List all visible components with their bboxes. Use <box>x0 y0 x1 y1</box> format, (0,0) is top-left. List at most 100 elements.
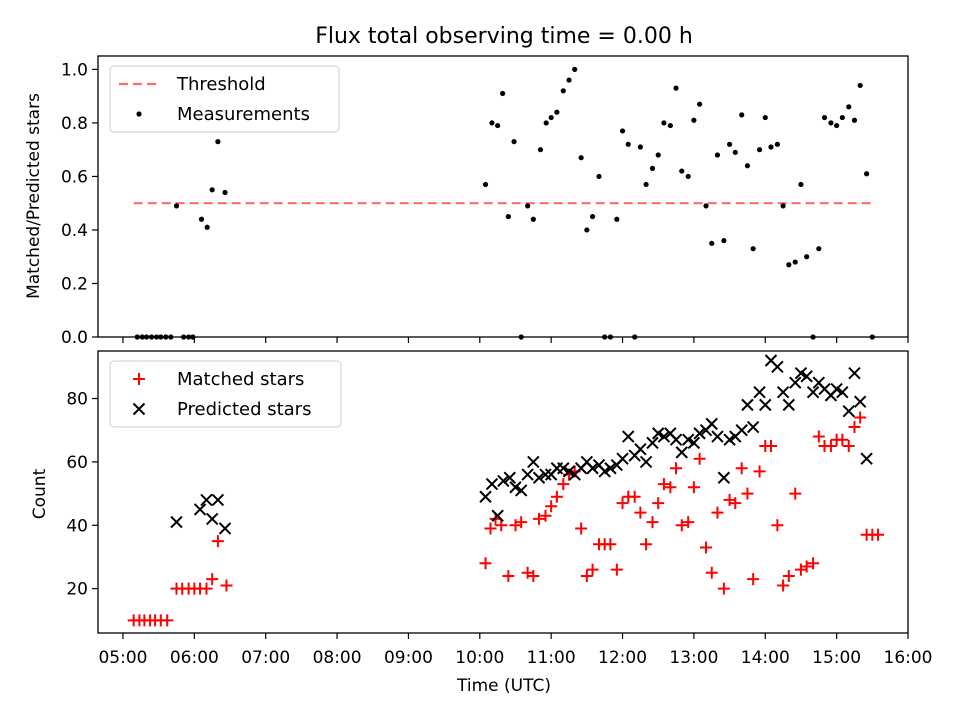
measurement-point <box>222 189 228 196</box>
measurement-point <box>864 171 870 177</box>
matched-star-point <box>580 569 593 582</box>
x-axis-label: Time (UTC) <box>456 676 551 696</box>
predicted-star-point <box>193 503 207 516</box>
predicted-star-point <box>622 430 635 443</box>
matched-star-point <box>657 478 670 491</box>
measurement-point <box>584 227 590 233</box>
matched-star-point <box>509 519 522 532</box>
predicted-star-point <box>211 493 225 507</box>
measurement-point <box>857 82 863 89</box>
measurement-point <box>204 224 210 230</box>
top-plot-area <box>97 55 909 338</box>
predicted-star-point <box>557 462 570 475</box>
measurement-point <box>786 262 792 268</box>
predicted-star-point <box>705 417 718 431</box>
measurement-point <box>816 246 822 252</box>
measurement-point <box>489 120 495 126</box>
measurement-point <box>543 120 549 126</box>
predicted-star-point <box>539 468 552 481</box>
matched-star-point <box>616 497 629 510</box>
matched-star-point <box>479 557 492 570</box>
matched-star-point <box>539 509 552 522</box>
measurement-point <box>173 203 180 209</box>
top-x-ticks <box>122 337 909 343</box>
measurement-point <box>714 152 721 158</box>
matched-legend-label: Matched stars <box>177 369 304 390</box>
measurement-point <box>709 240 715 246</box>
measurement-point <box>209 187 215 193</box>
measurement-point <box>744 163 751 169</box>
measurement-point <box>215 139 221 145</box>
bottom-plot-area <box>97 350 909 634</box>
top-y-tick-label: 0.8 <box>61 114 88 134</box>
x-tick-label: 06:00 <box>170 648 219 668</box>
bottom-y-tick-label: 20 <box>66 580 88 600</box>
measurement-point <box>834 122 840 129</box>
measurement-point <box>637 144 643 150</box>
predicted-star-point <box>675 446 688 459</box>
matched-star-point <box>646 516 659 529</box>
measurement-point <box>739 112 745 118</box>
measurement-point <box>566 77 572 83</box>
measurement-point <box>619 128 626 134</box>
matched-star-point <box>753 465 766 478</box>
predicted-star-point <box>200 493 213 507</box>
x-tick-label: 13:00 <box>669 648 718 668</box>
bottom-y-tick-label: 80 <box>66 390 88 410</box>
measurement-point <box>643 181 649 188</box>
x-tick-label: 05:00 <box>98 648 147 668</box>
matched-stars-points <box>127 411 885 627</box>
predicted-star-point <box>218 522 232 535</box>
bottom-legend: Matched stars Predicted stars <box>109 360 342 428</box>
matched-star-point <box>717 582 730 595</box>
predicted-star-point <box>634 443 647 456</box>
predicted-star-point <box>687 436 701 450</box>
predicted-star-point <box>771 360 784 374</box>
matched-star-point <box>652 497 665 510</box>
matched-star-point <box>664 481 677 494</box>
measurement-point <box>846 104 852 110</box>
predicted-star-point <box>479 490 492 503</box>
matched-star-point <box>484 522 497 535</box>
x-tick-label: 10:00 <box>455 648 504 668</box>
matched-star-point <box>729 497 742 510</box>
matched-star-point <box>675 519 688 532</box>
predicted-star-point <box>514 484 528 497</box>
matched-star-point <box>206 573 219 586</box>
matched-star-point <box>872 528 885 541</box>
measurement-point <box>525 203 531 209</box>
x-tick-label: 15:00 <box>812 648 861 668</box>
measurement-point <box>821 114 828 121</box>
measurement-point <box>649 165 656 171</box>
top-y-ticks: 0.0 0.2 0.4 0.6 0.8 1.0 <box>61 60 98 348</box>
top-y-axis-label: Matched/Predicted stars <box>24 93 44 299</box>
predicted-legend-swatch <box>132 402 146 416</box>
matched-star-point <box>693 452 706 465</box>
matched-legend-swatch <box>133 373 145 385</box>
measurement-point <box>625 141 631 147</box>
measurement-point <box>655 152 661 158</box>
predicted-star-point <box>711 430 724 443</box>
measurement-point <box>548 114 554 121</box>
predicted-star-point <box>830 382 843 396</box>
measurement-point <box>505 213 511 220</box>
top-y-tick-label: 1.0 <box>61 60 88 80</box>
measurement-point <box>851 117 858 123</box>
measurement-point <box>589 213 596 220</box>
predicted-star-point <box>836 385 849 399</box>
top-legend: Threshold Measurements <box>109 65 340 133</box>
predicted-star-point <box>860 452 873 465</box>
matched-star-point <box>495 519 508 532</box>
top-y-tick-label: 0.2 <box>61 274 88 294</box>
measurement-point <box>537 147 544 153</box>
measurement-point <box>511 139 517 145</box>
predicted-star-point <box>717 471 731 484</box>
matched-star-point <box>789 487 802 500</box>
measurement-point <box>798 181 804 188</box>
predicted-star-point <box>776 385 790 399</box>
measurement-point <box>732 149 738 155</box>
predicted-star-point <box>723 433 736 446</box>
predicted-star-point <box>669 433 683 446</box>
matched-star-point <box>794 563 807 576</box>
predicted-star-point <box>521 468 534 481</box>
